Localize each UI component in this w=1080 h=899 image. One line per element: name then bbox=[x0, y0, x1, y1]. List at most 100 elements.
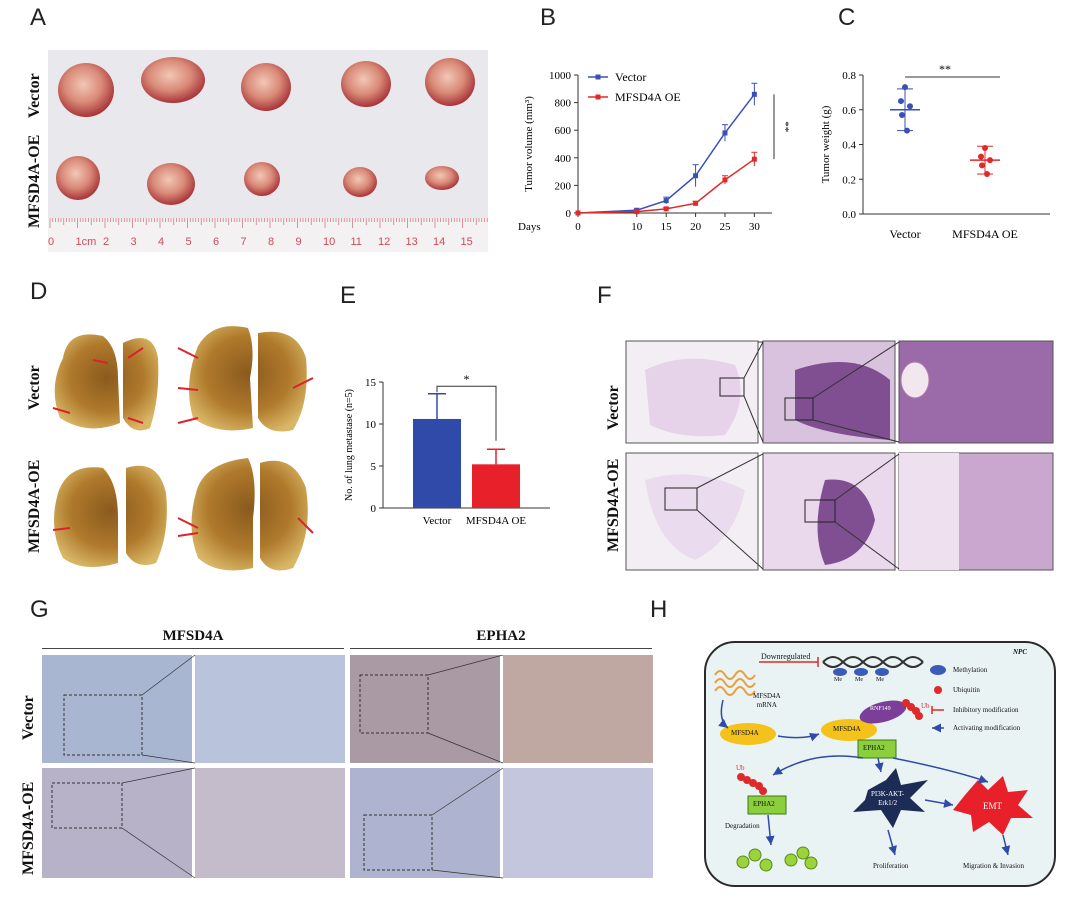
panel-label-d: D bbox=[30, 278, 48, 305]
mrna-label-line-1: MFSD4A bbox=[753, 692, 781, 700]
series-line bbox=[577, 93, 755, 214]
ub-label-2: Ub bbox=[736, 764, 745, 772]
x-tick-label: 25 bbox=[719, 221, 731, 233]
x-axis-label: Days bbox=[518, 221, 541, 233]
data-point bbox=[987, 157, 993, 164]
chart-c: 0.0 0.2 0.4 0.6 0.8 Tumor weight (g) Vector MFS… bbox=[820, 62, 1050, 241]
ruler-number: 0 bbox=[48, 236, 55, 248]
mechanism-drawing bbox=[704, 641, 1056, 887]
degradation-label: Degradation bbox=[725, 822, 760, 830]
tumor-oe-1 bbox=[56, 156, 100, 200]
data-point bbox=[722, 177, 728, 183]
data-point bbox=[663, 198, 669, 204]
mrna-label: MFSD4A mRNA bbox=[753, 692, 781, 710]
ruler-number: 7 bbox=[240, 236, 247, 248]
panel-f-row-oe: MFSD4A-OE bbox=[605, 458, 622, 552]
y-tick-label: 0.8 bbox=[842, 70, 856, 82]
y-tick-label: 800 bbox=[555, 98, 572, 110]
data-point bbox=[693, 173, 699, 179]
panel-a-row-vector: Vector bbox=[26, 73, 43, 118]
lung-vector-2 bbox=[189, 326, 307, 432]
data-point bbox=[982, 144, 988, 151]
x-category-label: MFSD4A OE bbox=[952, 227, 1018, 241]
x-tick-label: 0 bbox=[575, 221, 581, 233]
x-category-label: Vector bbox=[889, 227, 920, 241]
ruler-number: 6 bbox=[213, 236, 220, 248]
me-label-2: Me bbox=[855, 677, 863, 683]
epha2-node-2: EPHA2 bbox=[753, 800, 775, 808]
data-point bbox=[722, 130, 728, 136]
y-tick-label: 1000 bbox=[549, 70, 572, 82]
panel-f-row-vector: Vector bbox=[605, 385, 622, 430]
ruler-number: 2 bbox=[103, 236, 110, 248]
metastasis-arrows bbox=[52, 347, 314, 537]
legend-label: MFSD4A OE bbox=[615, 90, 681, 104]
me-label-3: Me bbox=[876, 677, 884, 683]
ruler-number: 9 bbox=[295, 236, 302, 248]
y-axis-label: No. of lung metastase (n=5) bbox=[344, 389, 355, 501]
series-line bbox=[577, 158, 755, 214]
migration-label: Migration & Invasion bbox=[963, 862, 1025, 870]
ruler-number: 12 bbox=[378, 236, 391, 248]
tumor-vector-4 bbox=[341, 61, 391, 107]
ruler-number: 8 bbox=[268, 236, 275, 248]
diagram-corner-label: NPC bbox=[1013, 648, 1027, 656]
ruler-ticks bbox=[49, 218, 488, 228]
tumor-oe-5 bbox=[425, 166, 459, 190]
bar bbox=[413, 418, 461, 508]
data-point bbox=[978, 153, 984, 160]
downregulated-label: Downregulated bbox=[761, 652, 811, 661]
y-tick-label: 200 bbox=[555, 180, 572, 192]
panel-g-row-vector: Vector bbox=[20, 695, 37, 740]
mrna-label-line-2: mRNA bbox=[756, 701, 777, 709]
ihc-drawing bbox=[42, 654, 653, 879]
significance-annotation: ** bbox=[779, 121, 791, 132]
chart-b: 0 200 400 600 800 1000 0 10 15 20 25 30 Days Tumor vo… bbox=[518, 70, 791, 233]
data-point bbox=[693, 200, 699, 206]
ub-label-1: Ub bbox=[921, 702, 930, 710]
y-tick-label: 600 bbox=[555, 125, 572, 137]
chart-e: 0 5 10 15 No. of lung metastase (n=5) Vector M… bbox=[344, 372, 550, 527]
panel-g-col-rule-2 bbox=[350, 648, 652, 649]
legend-marker bbox=[595, 74, 601, 80]
panel-d-row-vector: Vector bbox=[26, 365, 43, 410]
significance-annotation: * bbox=[464, 372, 470, 386]
data-point bbox=[907, 103, 913, 110]
panel-label-c: C bbox=[838, 4, 856, 31]
me-label-1: Me bbox=[834, 677, 842, 683]
panel-label-f: F bbox=[597, 282, 612, 309]
rnf149-node: RNF149 bbox=[870, 706, 891, 712]
data-point bbox=[751, 91, 757, 97]
panel-a-row-oe: MFSD4A-OE bbox=[26, 134, 43, 228]
legend-methylation: Methylation bbox=[953, 666, 988, 674]
mechanism-diagram: NPC Downregulated MFSD4A mRNA Me Me Me M… bbox=[703, 640, 1059, 890]
data-point bbox=[898, 98, 904, 105]
histology-drawing bbox=[625, 340, 1054, 571]
ruler-number: 15 bbox=[460, 236, 473, 248]
legend-marker bbox=[595, 94, 601, 100]
panel-g-col-rule-1 bbox=[42, 648, 344, 649]
data-point bbox=[663, 206, 669, 212]
panel-g-col-epha2: EPHA2 bbox=[476, 628, 526, 644]
y-axis-label: Tumor weight (g) bbox=[820, 105, 832, 183]
legend-activating: Activating modification bbox=[953, 724, 1021, 732]
x-category-label: Vector bbox=[423, 515, 452, 527]
pi3k-node-line-2: Erk1/2 bbox=[878, 799, 898, 807]
y-tick-label: 0.6 bbox=[842, 105, 856, 117]
lung-photos bbox=[48, 318, 328, 580]
ruler-number: 11 bbox=[350, 236, 362, 248]
legend-inhibitory: Inhibitory modification bbox=[953, 706, 1019, 714]
tumor-photo: 0 1cm 2 3 4 5 6 7 8 9 10 11 12 13 14 15 bbox=[48, 50, 488, 252]
pi3k-node: PI3K-AKT- Erk1/2 bbox=[871, 790, 904, 808]
epha2-node-1: EPHA2 bbox=[863, 744, 885, 752]
data-point bbox=[751, 156, 757, 162]
lung-photos-drawing bbox=[52, 326, 314, 571]
data-point bbox=[984, 171, 990, 178]
y-tick-label: 0.2 bbox=[842, 174, 856, 186]
significance-bracket bbox=[436, 385, 497, 441]
panel-label-h: H bbox=[650, 596, 668, 623]
ruler-number: 1cm bbox=[75, 236, 97, 248]
ruler-number: 13 bbox=[405, 236, 418, 248]
ruler-number: 3 bbox=[130, 236, 137, 248]
legend-ubiquitin: Ubiquitin bbox=[953, 686, 980, 694]
